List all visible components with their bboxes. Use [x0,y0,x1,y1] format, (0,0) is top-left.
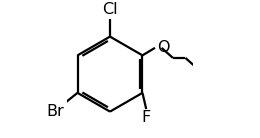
Text: F: F [142,110,151,125]
Text: O: O [157,40,170,55]
Text: Br: Br [46,104,64,119]
Text: Cl: Cl [102,2,118,17]
